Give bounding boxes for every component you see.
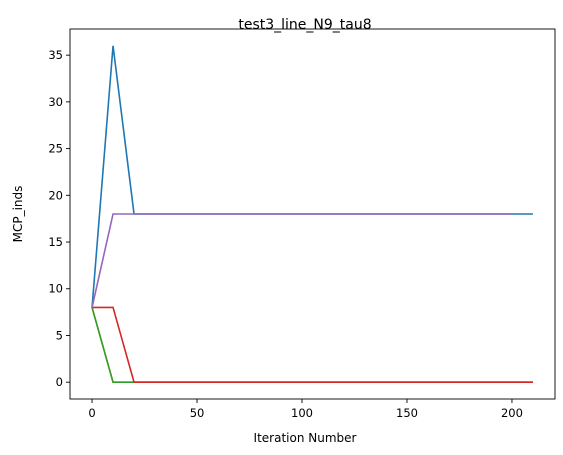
x-tick-label: 150 (396, 406, 418, 420)
y-tick-label: 20 (48, 188, 63, 202)
x-axis-label: Iteration Number (254, 431, 357, 445)
y-tick-label: 15 (48, 235, 63, 249)
y-tick-label: 5 (56, 328, 63, 342)
y-axis: 0 5 10 15 20 25 30 35 (48, 48, 70, 389)
series-line-4 (92, 306, 533, 383)
y-axis-label: MCP_inds (11, 186, 25, 243)
series-line-2 (91, 307, 533, 383)
x-axis: 0 50 100 150 200 (88, 399, 523, 420)
y-tick-label: 25 (48, 142, 63, 156)
chart-title: test3_line_N9_tau8 (238, 17, 371, 33)
y-tick-label: 30 (48, 95, 63, 109)
x-tick-label: 100 (291, 406, 313, 420)
plot-frame (69, 28, 556, 400)
y-tick-label: 0 (56, 375, 63, 389)
x-tick-label: 50 (190, 406, 205, 420)
series-layer (91, 45, 533, 383)
series-line-5 (91, 213, 512, 308)
x-tick-label: 0 (88, 406, 95, 420)
x-tick-label: 200 (501, 406, 523, 420)
series-line-3 (91, 307, 533, 383)
y-tick-label: 35 (48, 48, 63, 62)
series-line-1 (91, 45, 533, 308)
y-tick-label: 10 (48, 282, 63, 296)
